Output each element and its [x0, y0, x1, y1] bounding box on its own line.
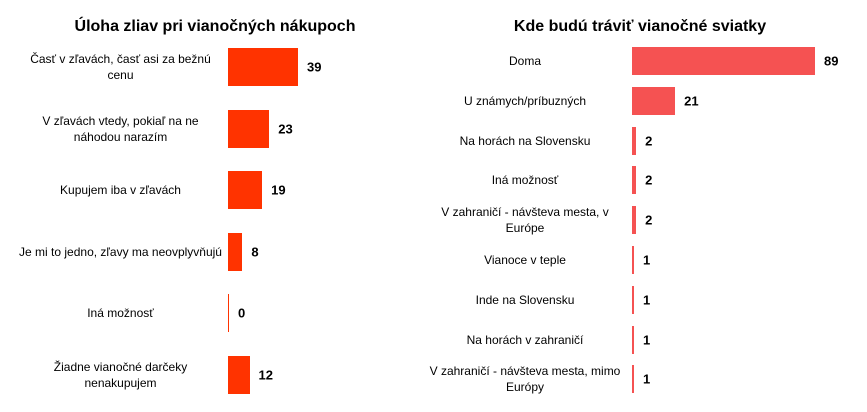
- category-label: Na horách na Slovensku: [459, 133, 591, 148]
- category-label: Iná možnosť: [491, 173, 559, 188]
- value-label: 8: [251, 244, 259, 260]
- value-label: 2: [645, 133, 653, 149]
- value-label: 12: [258, 367, 273, 383]
- value-label: 2: [645, 212, 653, 228]
- category-label: Je mi to jedno, zľavy ma neovplyvňujú: [19, 244, 222, 259]
- bar: [632, 285, 635, 314]
- value-label: 2: [645, 172, 653, 188]
- category-label: Inde na Slovensku: [475, 292, 575, 307]
- category-label: Kupujem iba v zľavách: [60, 183, 181, 198]
- value-label: 39: [307, 59, 322, 75]
- value-label: 0: [238, 305, 246, 321]
- value-label: 23: [278, 121, 293, 137]
- bar: [632, 206, 637, 235]
- value-label: 1: [643, 332, 651, 348]
- category-label: U známych/príbuzných: [463, 93, 587, 108]
- bar: [632, 325, 635, 354]
- category-label: V zahraničí - návšteva mesta, v Európe: [441, 205, 609, 236]
- bar: [632, 47, 815, 75]
- bar: [228, 356, 250, 394]
- bar: [228, 232, 243, 271]
- chart-title: Kde budú tráviť vianočné sviatky: [513, 18, 767, 35]
- bar: [228, 109, 270, 148]
- category-label: Vianoce v teple: [484, 253, 566, 267]
- bar: [228, 48, 298, 86]
- category-label: V zľavách vtedy, pokiaľ na ne náhodou na…: [42, 113, 199, 144]
- value-label: 19: [271, 182, 286, 198]
- bar: [632, 166, 637, 195]
- bar: [632, 246, 635, 274]
- category-label: Iná možnosť: [87, 306, 154, 321]
- bar: [228, 171, 263, 210]
- bar: [632, 126, 637, 155]
- category-label: Časť v zľavách, časť asi za bežnú cenu: [30, 52, 211, 82]
- value-label: 21: [684, 93, 699, 109]
- chart-title: Úloha zliav pri vianočných nákupoch: [74, 18, 356, 35]
- value-label: 1: [643, 292, 651, 308]
- bar: [632, 86, 676, 115]
- value-label: 1: [643, 252, 651, 268]
- value-label: 89: [824, 53, 839, 69]
- value-label: 1: [643, 371, 651, 387]
- category-label: Na horách v zahraničí: [466, 332, 584, 347]
- category-label: Doma: [508, 54, 541, 68]
- category-label: V zahraničí - návšteva mesta, mimo Európ…: [429, 364, 621, 395]
- bar: [632, 365, 635, 394]
- category-label: Žiadne vianočné darčeky nenakupujem: [53, 360, 188, 390]
- bar: [228, 294, 229, 333]
